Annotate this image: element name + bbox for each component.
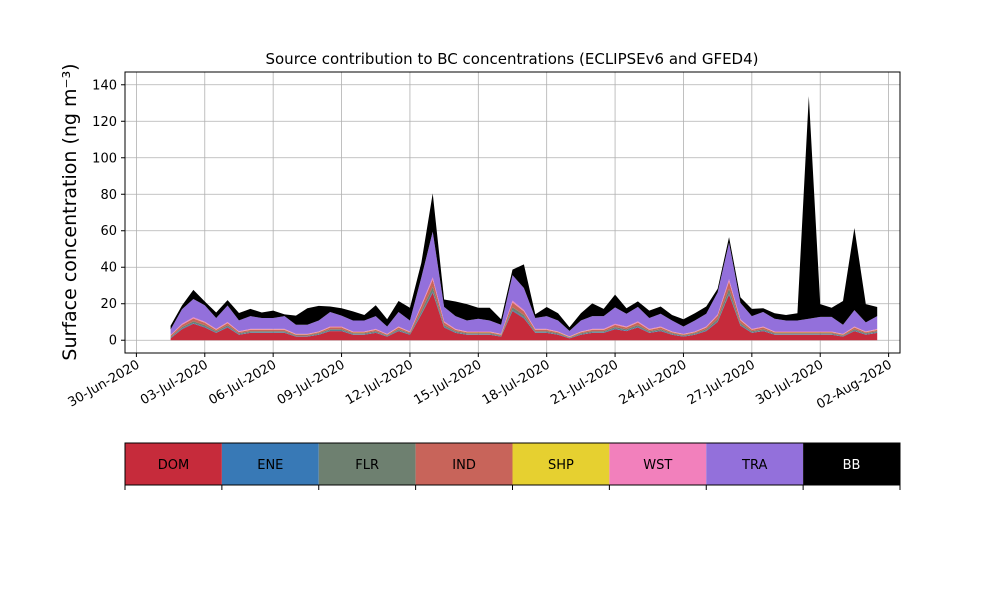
y-tick-label-1: 20: [100, 297, 117, 312]
legend-label-ene: ENE: [257, 458, 283, 473]
legend-label-shp: SHP: [548, 458, 574, 473]
area-dom: [170, 292, 878, 341]
legend-label-flr: FLR: [355, 458, 379, 473]
area-flr: [170, 286, 878, 339]
x-tick-label-1: 03-Jul-2020: [138, 357, 211, 408]
y-tick-label-5: 100: [92, 151, 117, 166]
x-tick-label-11: 02-Aug-2020: [814, 357, 894, 412]
x-tick-label-7: 21-Jul-2020: [548, 357, 621, 408]
legend-frame: [124, 442, 901, 486]
area-tra: [170, 231, 878, 337]
y-tick-label-3: 60: [100, 224, 117, 239]
x-tick-label-5: 15-Jul-2020: [411, 357, 484, 408]
legend-swatch-flr: [318, 443, 416, 485]
legend-label-dom: DOM: [158, 458, 189, 473]
x-axis: 30-Jun-202003-Jul-202006-Jul-202009-Jul-…: [66, 353, 895, 413]
area-ind: [170, 279, 878, 338]
x-tick-label-3: 09-Jul-2020: [275, 357, 348, 408]
x-tick-label-2: 06-Jul-2020: [206, 357, 279, 408]
chart-title: Source contribution to BC concentrations…: [265, 50, 758, 68]
legend-swatch-bb: [803, 443, 900, 485]
legend-swatch-tra: [706, 443, 804, 485]
grid-lines: [125, 72, 900, 353]
x-tick-label-4: 12-Jul-2020: [343, 357, 416, 408]
plot-frame: [124, 71, 901, 354]
legend-label-bb: BB: [843, 458, 861, 473]
legend-swatch-ene: [221, 443, 319, 485]
area-bb: [170, 96, 878, 331]
x-tick-label-8: 24-Jul-2020: [617, 357, 690, 408]
y-tick-label-2: 40: [100, 261, 117, 276]
legend-colorbar: DOM ENE FLR IND SHP WST TRA BB: [124, 442, 901, 490]
legend-swatch-ind: [415, 443, 513, 485]
y-tick-label-0: 0: [109, 334, 117, 349]
x-tick-label-6: 18-Jul-2020: [480, 357, 553, 408]
legend-label-wst: WST: [643, 458, 672, 473]
x-tick-label-9: 27-Jul-2020: [685, 357, 758, 408]
legend-swatch-shp: [512, 443, 610, 485]
legend-label-ind: IND: [452, 458, 476, 473]
y-tick-label-6: 120: [92, 115, 117, 130]
y-axis-label: Surface concentration (ng m⁻³): [59, 63, 81, 360]
legend-swatch-dom: [125, 443, 222, 485]
legend-swatch-wst: [609, 443, 707, 485]
x-tick-label-0: 30-Jun-2020: [66, 357, 143, 410]
stacked-areas: [170, 96, 878, 341]
y-tick-label-7: 140: [92, 78, 117, 93]
y-tick-label-4: 80: [100, 188, 117, 203]
legend-label-tra: TRA: [741, 458, 767, 473]
y-axis: 0 20 40 60 80 100 120 140: [92, 78, 125, 349]
